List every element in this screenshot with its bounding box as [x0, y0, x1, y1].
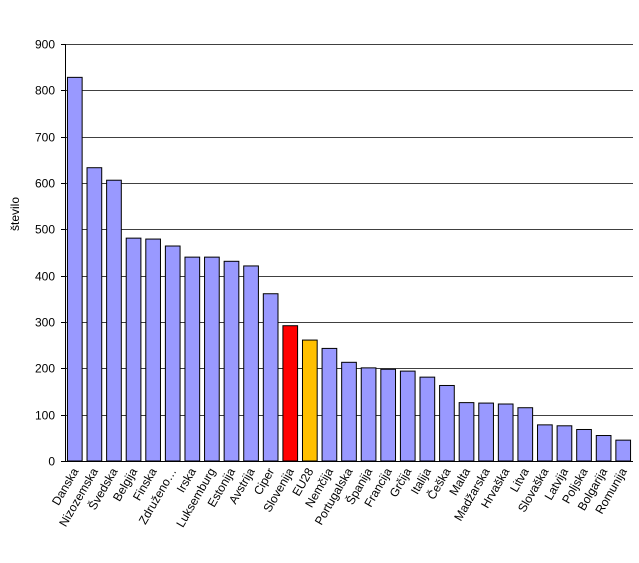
bar-slovaška — [537, 424, 553, 462]
bar-španija — [360, 367, 377, 462]
bar-latvija — [556, 425, 573, 462]
y-tick-label: 400 — [35, 270, 55, 284]
bar-poljska — [576, 428, 592, 462]
bar-malta — [458, 402, 475, 462]
bar-nizozemska — [86, 167, 103, 462]
y-tick-label: 900 — [35, 38, 55, 52]
bar-madžarska — [478, 402, 494, 462]
bar-litva — [517, 407, 534, 462]
bar-združeno- — [164, 245, 181, 462]
y-tick-label: 0 — [48, 455, 55, 469]
bar-luksemburg — [204, 256, 220, 462]
bar-ciper — [262, 293, 279, 462]
bar-češka — [439, 384, 455, 462]
bar-italija — [419, 376, 436, 462]
bar-danska — [66, 76, 83, 462]
y-tick-label: 100 — [35, 409, 55, 423]
y-tick-label: 700 — [35, 131, 55, 145]
axes — [65, 44, 633, 462]
bar-nemčija — [321, 347, 338, 462]
bar-irska — [184, 256, 201, 462]
y-tick-label: 600 — [35, 177, 55, 191]
bars — [66, 76, 632, 462]
y-tick-label: 500 — [35, 223, 55, 237]
bar-romunija — [615, 439, 632, 462]
y-tick-labels: 0 100 200 300 400 500 600 700 800 900 — [35, 38, 65, 469]
bar-portugalska — [341, 361, 357, 462]
bar-eu28 — [301, 339, 318, 462]
y-tick-label: 800 — [35, 84, 55, 98]
bar-francija — [380, 368, 397, 462]
bar-švedska — [106, 179, 122, 462]
y-tick-label: 300 — [35, 316, 55, 330]
bar-avstrija — [243, 265, 259, 462]
x-tick-labels: DanskaNizozemskaŠvedskaBelgijaFinskaZdru… — [49, 465, 630, 530]
bar-belgija — [125, 237, 142, 462]
y-tick-label: 200 — [35, 362, 55, 376]
bar-hrvaška — [497, 403, 514, 462]
bar-grčija — [399, 370, 416, 462]
bar-estonija — [223, 260, 240, 462]
bar-slovenija — [282, 325, 299, 462]
y-axis-title: število — [8, 197, 22, 231]
bar-finska — [145, 238, 161, 462]
bar-bolgarija — [595, 435, 612, 462]
